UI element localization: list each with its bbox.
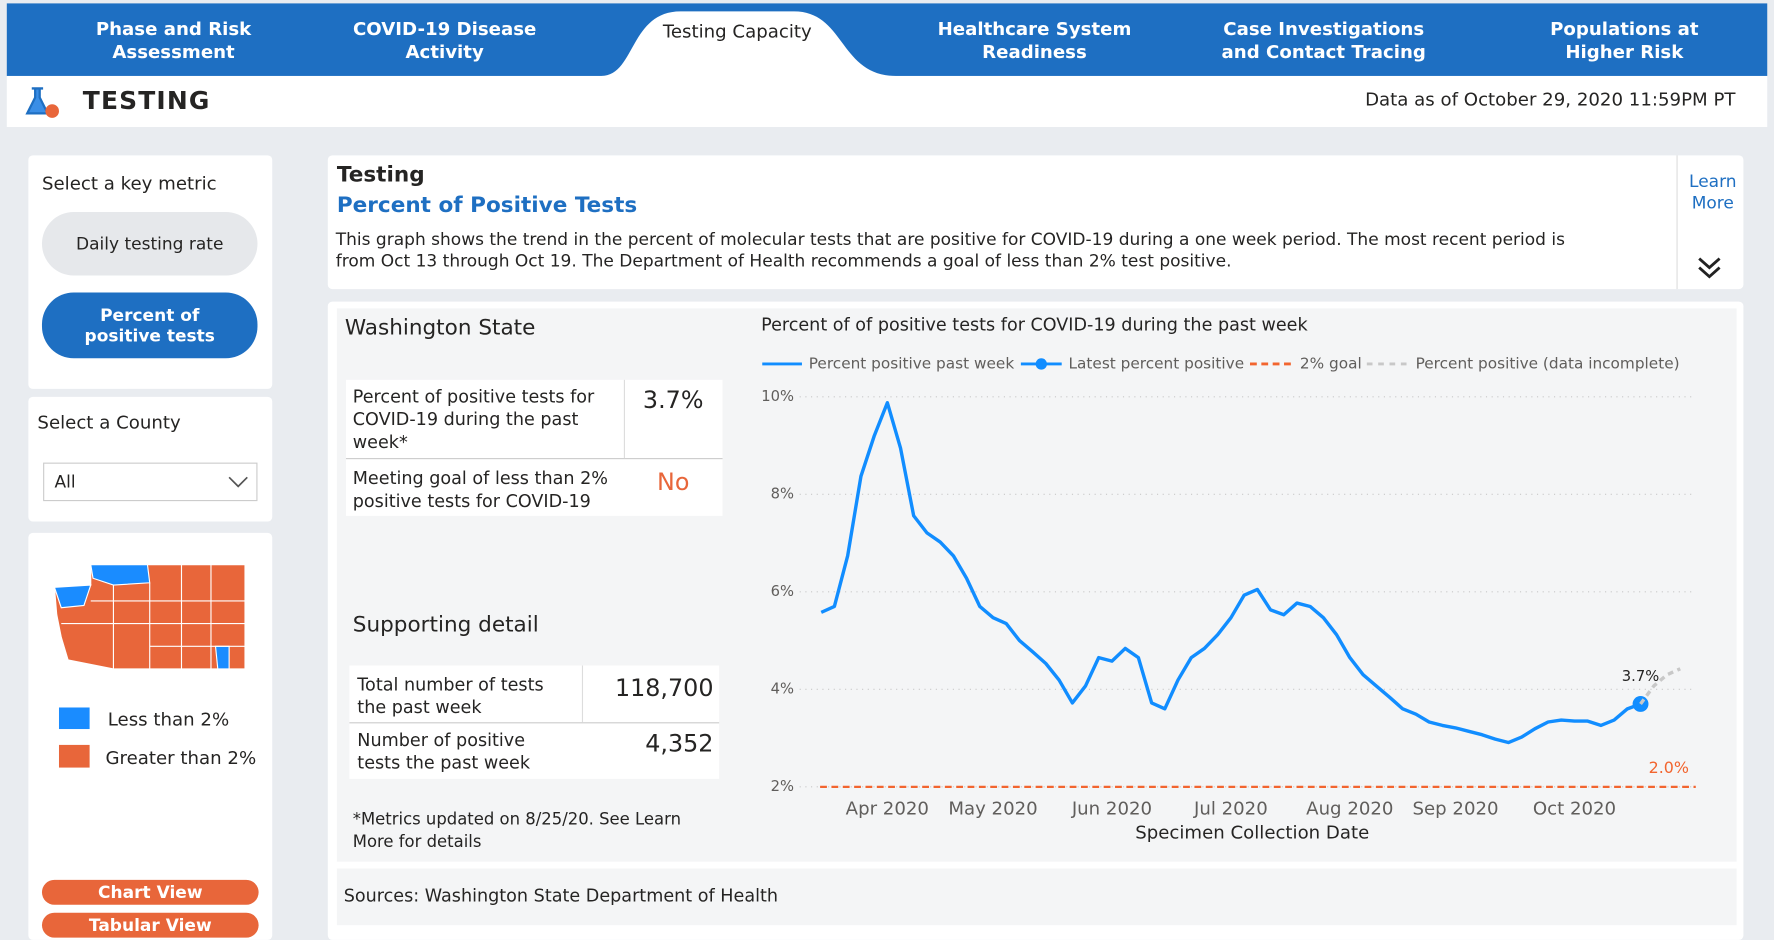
metric-value: No: [657, 468, 690, 496]
county-prompt: Select a County: [37, 411, 181, 434]
legend-label: Percent positive past week: [809, 354, 1015, 372]
page-title: TESTING: [82, 87, 211, 116]
metric-prompt: Select a key metric: [41, 172, 217, 194]
legend-label: Greater than 2%: [105, 747, 257, 769]
legend-swatch: [58, 707, 90, 730]
chart-view-button[interactable]: Chart View: [41, 879, 259, 905]
county-map: [53, 564, 246, 670]
nav-tab-active[interactable]: Testing Capacity: [662, 20, 812, 42]
x-tick-label: Oct 2020: [1533, 799, 1616, 820]
metric-value: 3.7%: [642, 386, 704, 414]
info-subheading: Percent of Positive Tests: [336, 192, 638, 218]
legend-dot: [1035, 358, 1047, 370]
nav-bar: [6, 3, 1768, 76]
x-tick-label: Jun 2020: [1071, 799, 1152, 820]
x-tick-label: Apr 2020: [846, 799, 929, 820]
supporting-table: Total number of tests the past week 118,…: [349, 665, 720, 779]
metric-label: Meeting goal of less than 2% positive te…: [352, 468, 608, 512]
header-bar: [6, 75, 1768, 127]
metric-label: Percent of positive tests for COVID-19 d…: [352, 386, 595, 453]
chart-title: Percent of of positive tests for COVID-1…: [761, 315, 1308, 335]
data-date: Data as of October 29, 2020 11:59PM PT: [1365, 88, 1736, 110]
expand-icon[interactable]: [1696, 255, 1723, 280]
detail-label: Number of positive tests the past week: [357, 730, 531, 774]
data-label: 3.7%: [1622, 668, 1659, 685]
nav-tab[interactable]: COVID-19 Disease Activity: [352, 18, 537, 63]
nav-tab[interactable]: Case Investigations and Contact Tracing: [1221, 18, 1426, 63]
detail-value: 4,352: [645, 730, 714, 758]
x-tick-label: Sep 2020: [1412, 799, 1498, 820]
legend-label: Percent positive (data incomplete): [1416, 354, 1680, 372]
sources: Sources: Washington State Department of …: [343, 885, 779, 906]
detail-label: Total number of tests the past week: [357, 674, 544, 718]
flask-icon: [25, 87, 59, 118]
x-tick-label: May 2020: [948, 799, 1037, 820]
legend-label: Less than 2%: [107, 708, 230, 731]
col-divider: [623, 379, 625, 459]
row-divider: [345, 458, 723, 460]
detail-value: 118,700: [614, 674, 714, 702]
y-tick-label: 6%: [771, 583, 794, 600]
col-divider: [581, 665, 584, 723]
goal-label: 2.0%: [1649, 758, 1689, 777]
nav-tab[interactable]: Healthcare System Readiness: [937, 18, 1132, 63]
supporting-title: Supporting detail: [352, 612, 539, 638]
latest-point: [1632, 696, 1649, 712]
y-tick-label: 2%: [771, 778, 794, 795]
y-tick-label: 8%: [771, 485, 794, 502]
x-tick-label: Jul 2020: [1193, 799, 1268, 820]
legend-swatch: [58, 744, 90, 768]
info-heading: Testing: [336, 162, 425, 188]
learn-more-link[interactable]: Learn More: [1689, 171, 1737, 214]
footnote: *Metrics updated on 8/25/20. See Learn M…: [352, 810, 682, 852]
info-card: [327, 155, 1744, 290]
region-title: Washington State: [344, 315, 536, 341]
tabular-view-button[interactable]: Tabular View: [41, 912, 259, 938]
x-tick-label: Aug 2020: [1306, 799, 1393, 820]
trend-line: [820, 401, 1642, 745]
y-tick-label: 10%: [761, 388, 794, 405]
incomplete-line: [1639, 667, 1681, 705]
metric-option[interactable]: Daily testing rate: [41, 212, 258, 276]
divider: [1676, 155, 1678, 290]
metric-table: Percent of positive tests for COVID-19 d…: [345, 379, 723, 516]
metric-option-selected[interactable]: Percent of positive tests: [41, 292, 258, 359]
legend-label: Latest percent positive: [1069, 354, 1245, 372]
x-axis-title: Specimen Collection Date: [1135, 822, 1369, 843]
y-tick-label: 4%: [771, 680, 794, 697]
dropdown-arrow: [228, 476, 248, 488]
nav-tab[interactable]: Phase and Risk Assessment: [95, 18, 252, 63]
row-divider: [349, 722, 720, 724]
sources-strip: [336, 868, 1737, 926]
active-tab-shape: [601, 11, 897, 76]
legend-label: 2% goal: [1300, 354, 1362, 372]
dropdown-value: All: [54, 471, 76, 493]
county-dropdown[interactable]: All: [43, 462, 258, 502]
nav-tab[interactable]: Populations at Higher Risk: [1550, 18, 1699, 63]
info-description: This graph shows the trend in the percen…: [335, 229, 1565, 271]
